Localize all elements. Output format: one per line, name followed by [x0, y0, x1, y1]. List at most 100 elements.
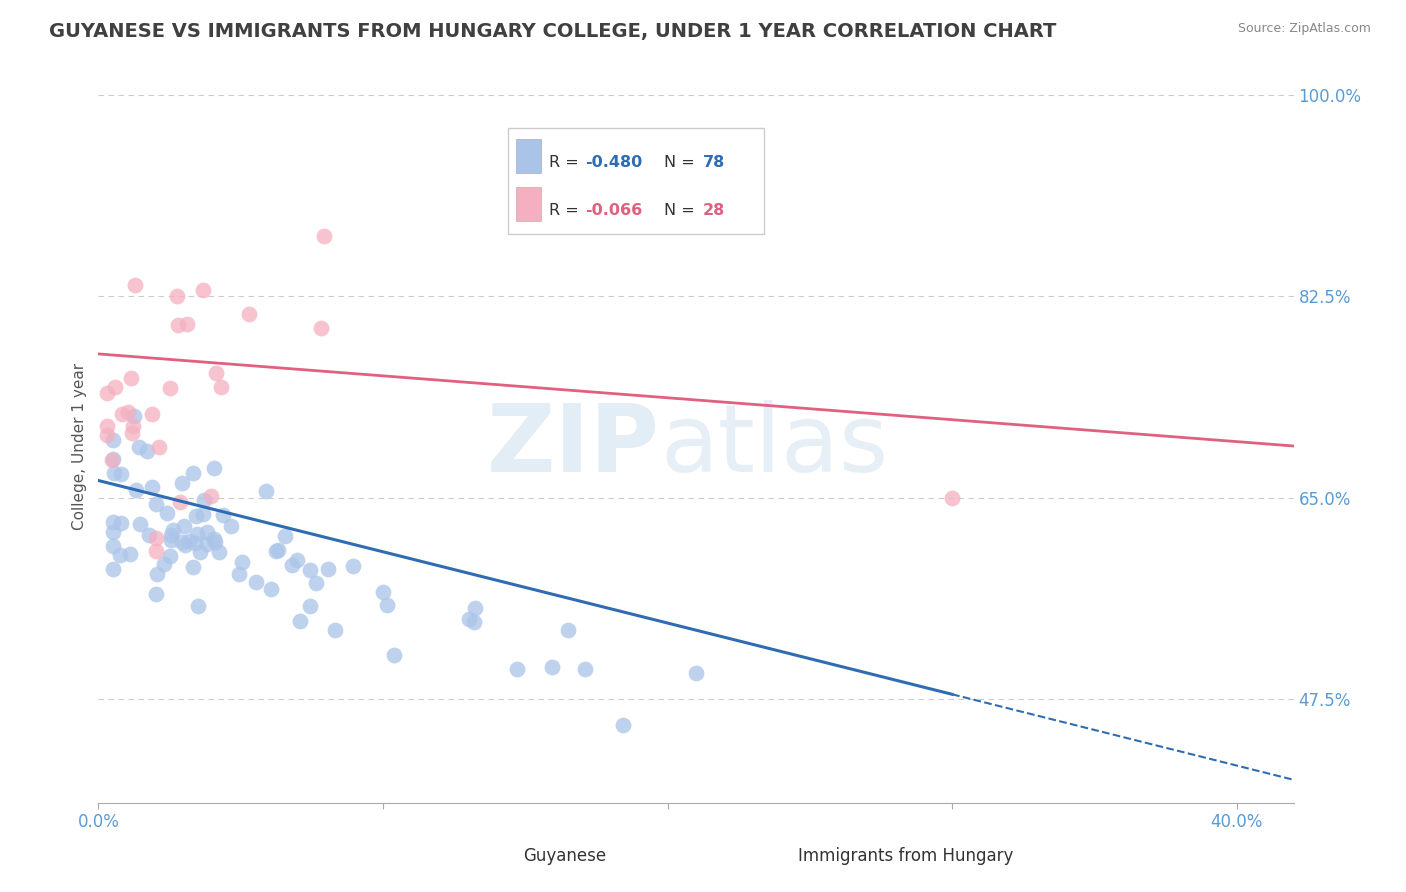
Point [254, 483, 277, 498]
Point [228, 566, 250, 581]
Point [145, 497, 167, 511]
Text: N =: N = [664, 203, 700, 219]
Point [141, 480, 163, 494]
Point [145, 587, 167, 601]
Point [160, 528, 183, 542]
Point [162, 523, 184, 537]
Point [314, 228, 336, 243]
FancyBboxPatch shape [516, 139, 541, 173]
Point [120, 371, 142, 385]
FancyBboxPatch shape [725, 841, 780, 869]
Point [187, 599, 209, 614]
Point [170, 476, 193, 491]
Point [285, 553, 308, 567]
Point [212, 508, 235, 523]
Point [184, 509, 207, 524]
Point [342, 558, 364, 573]
Point [176, 318, 198, 332]
Point [177, 533, 200, 548]
Text: ZIP: ZIP [488, 400, 661, 492]
Point [288, 614, 311, 628]
Point [136, 444, 159, 458]
Point [941, 491, 963, 505]
Point [195, 524, 218, 539]
Point [101, 524, 124, 539]
Point [125, 483, 148, 498]
Point [209, 380, 232, 394]
Text: -0.480: -0.480 [585, 155, 643, 170]
Point [169, 495, 191, 509]
Point [128, 440, 150, 454]
Point [323, 623, 346, 637]
Point [266, 543, 288, 558]
Point [183, 535, 205, 549]
Point [96, 385, 118, 400]
Point [612, 718, 634, 732]
Point [375, 598, 398, 612]
Point [124, 278, 146, 293]
Point [101, 433, 124, 447]
Point [557, 623, 579, 637]
FancyBboxPatch shape [508, 128, 765, 234]
Point [159, 533, 181, 547]
Point [260, 582, 283, 597]
Point [174, 537, 197, 551]
Point [464, 601, 486, 615]
Text: 28: 28 [703, 203, 725, 219]
Point [274, 529, 297, 543]
Point [159, 381, 181, 395]
Point [309, 320, 332, 334]
Text: GUYANESE VS IMMIGRANTS FROM HUNGARY COLLEGE, UNDER 1 YEAR CORRELATION CHART: GUYANESE VS IMMIGRANTS FROM HUNGARY COLL… [49, 22, 1056, 41]
Point [202, 533, 225, 547]
Point [458, 612, 481, 626]
Point [166, 289, 188, 303]
Point [155, 506, 177, 520]
Point [101, 539, 124, 553]
Point [96, 428, 118, 442]
Point [121, 426, 143, 441]
Point [574, 662, 596, 676]
Point [145, 531, 167, 545]
Point [101, 515, 124, 529]
Text: Source: ZipAtlas.com: Source: ZipAtlas.com [1237, 22, 1371, 36]
Point [195, 537, 218, 551]
Point [159, 549, 181, 563]
Point [181, 560, 204, 574]
Point [124, 409, 146, 423]
FancyBboxPatch shape [516, 186, 541, 221]
Point [173, 519, 195, 533]
Point [373, 585, 395, 599]
Point [541, 660, 564, 674]
Text: Immigrants from Hungary: Immigrants from Hungary [797, 847, 1012, 865]
Point [172, 534, 194, 549]
Point [145, 544, 167, 558]
Point [304, 576, 326, 591]
Point [204, 535, 226, 549]
Point [186, 527, 208, 541]
Point [205, 366, 228, 380]
Point [202, 461, 225, 475]
Point [281, 558, 304, 572]
Point [110, 516, 132, 530]
Point [221, 519, 243, 533]
Point [193, 492, 215, 507]
Text: R =: R = [550, 155, 583, 170]
Point [245, 574, 267, 589]
Point [129, 516, 152, 531]
FancyBboxPatch shape [451, 841, 505, 869]
Point [208, 545, 231, 559]
Point [103, 466, 125, 480]
Point [191, 507, 214, 521]
Point [118, 547, 141, 561]
Point [96, 419, 118, 434]
Point [200, 489, 222, 503]
Point [148, 440, 170, 454]
Point [101, 452, 124, 467]
Point [267, 543, 290, 558]
Text: 78: 78 [703, 155, 725, 170]
Point [167, 318, 190, 332]
Point [191, 283, 214, 297]
Point [121, 418, 143, 433]
Point [110, 467, 132, 481]
Point [117, 405, 139, 419]
